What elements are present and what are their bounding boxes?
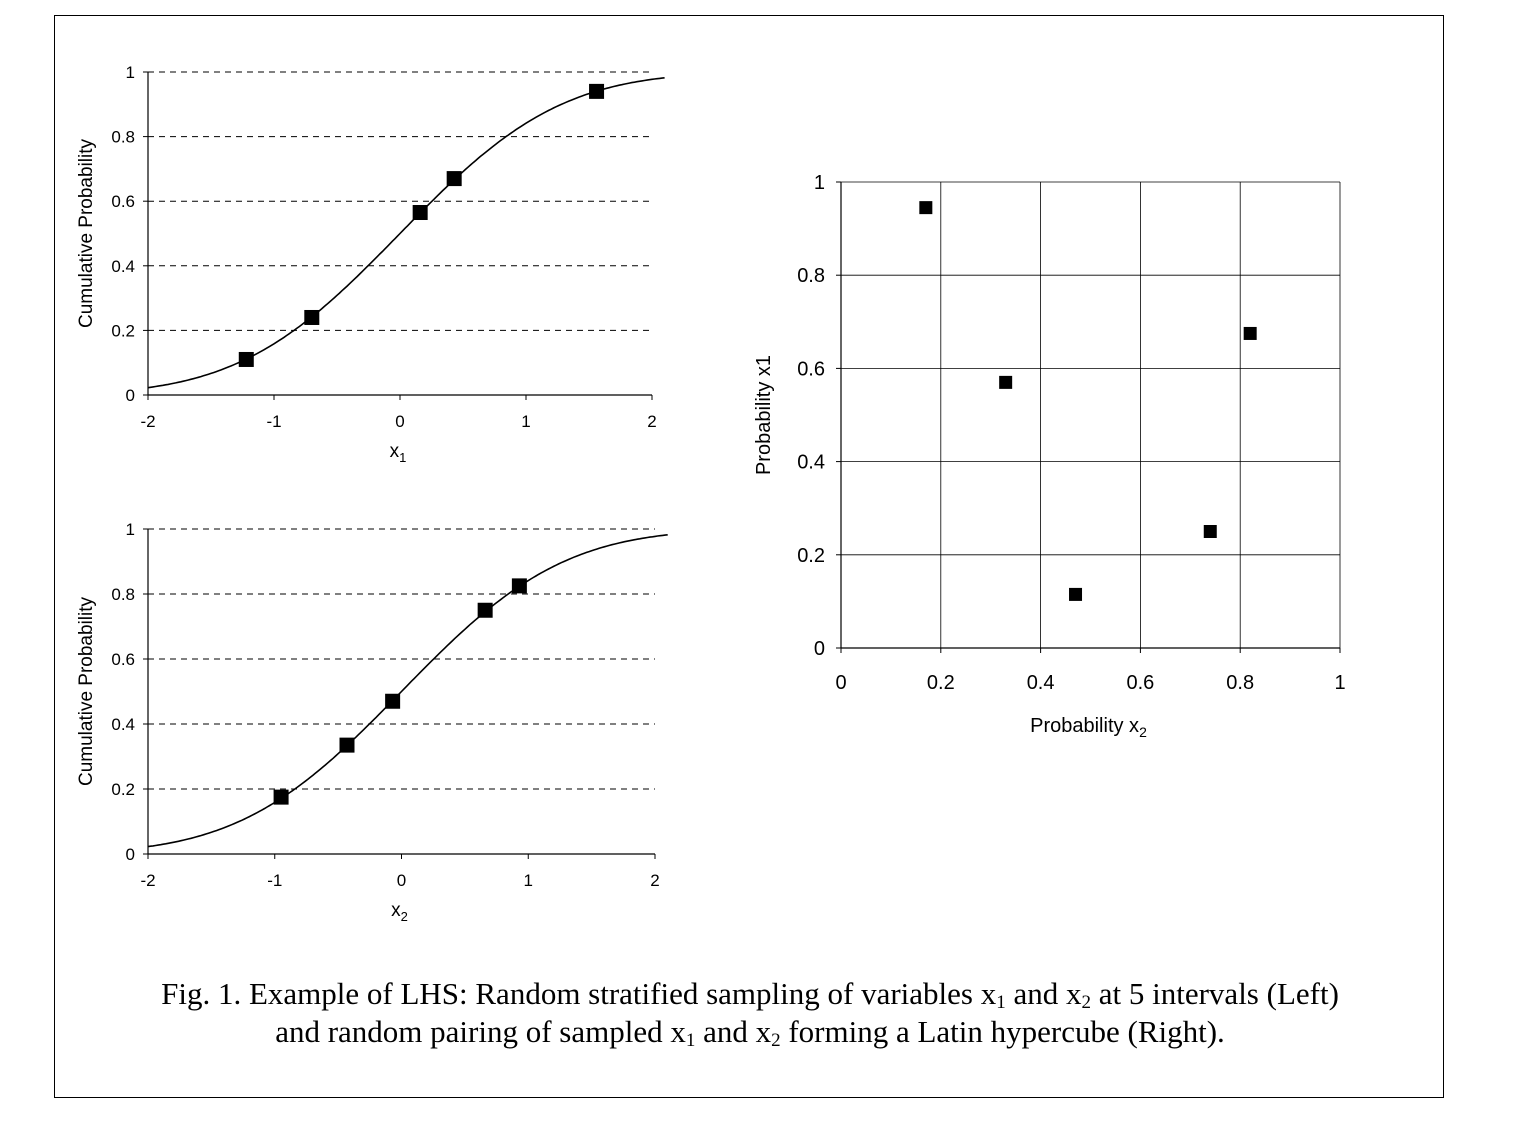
- sample-point: [1069, 587, 1083, 601]
- sample-marker: [412, 205, 428, 221]
- x-tick-label: 2: [650, 871, 659, 890]
- y-tick-label: 0.8: [111, 585, 135, 604]
- x-tick-label: -1: [266, 412, 281, 431]
- sample-marker: [304, 309, 320, 325]
- x-tick-label: 0.4: [1027, 672, 1055, 694]
- y-tick-label: 0.2: [111, 780, 135, 799]
- sample-marker: [511, 578, 527, 594]
- cdf-plot-x1: 0 0.2 0.4 0.6 0.8 1 -2 -1 0 1 2 Cumulative Probabil…: [76, 63, 665, 465]
- y-tick-label: 0.2: [111, 321, 135, 340]
- y-tick-label: 1: [126, 63, 135, 82]
- y-tick-label: 0.4: [111, 715, 135, 734]
- y-tick-label: 1: [814, 172, 825, 194]
- sample-marker: [446, 171, 462, 187]
- x-tick-label: 2: [647, 412, 656, 431]
- y-tick-label: 0: [126, 845, 135, 864]
- x-tick-label: 1: [521, 412, 530, 431]
- caption-text: and x: [695, 1014, 772, 1049]
- caption-subscript: 2: [1081, 992, 1092, 1013]
- y-tick-label: 0.6: [111, 192, 135, 211]
- sample-marker: [238, 351, 254, 367]
- caption-line-2: and random pairing of sampled x1 and x2 …: [60, 1013, 1440, 1051]
- x-tick-label: -1: [267, 871, 282, 890]
- x-tick-label: 0: [395, 412, 404, 431]
- caption-text: at 5 intervals (Left): [1091, 976, 1339, 1011]
- sample-point: [919, 201, 933, 215]
- y-axis-label: Cumulative Probability: [76, 596, 97, 786]
- figure-frame: [54, 15, 1444, 1098]
- sample-marker: [339, 737, 355, 753]
- y-axis-label: Probability x1: [753, 355, 775, 475]
- caption-text: forming a Latin hypercube (Right).: [780, 1014, 1225, 1049]
- x-tick-label: 0: [835, 672, 846, 694]
- x-tick-label: 1: [524, 871, 533, 890]
- figure-caption: Fig. 1. Example of LHS: Random stratifie…: [60, 975, 1440, 1051]
- x-tick-label: 0.2: [927, 672, 955, 694]
- x-tick-label: 0.6: [1126, 672, 1154, 694]
- sample-marker: [589, 83, 605, 99]
- y-tick-label: 0.4: [111, 257, 135, 276]
- sample-point: [999, 375, 1013, 389]
- caption-text: Fig. 1. Example of LHS: Random stratifie…: [161, 976, 997, 1011]
- y-tick-label: 1: [126, 520, 135, 539]
- x-tick-label: -2: [140, 871, 155, 890]
- y-tick-label: 0: [814, 638, 825, 660]
- y-tick-label: 0.2: [797, 545, 825, 567]
- cdf-curve: [147, 534, 668, 848]
- y-tick-label: 0.8: [111, 128, 135, 147]
- x-tick-label: 0.8: [1226, 672, 1254, 694]
- x-tick-label: 0: [397, 871, 406, 890]
- caption-text: and x: [1005, 976, 1082, 1011]
- sample-point: [1203, 525, 1217, 538]
- y-tick-label: 0: [126, 386, 135, 405]
- caption-line-1: Fig. 1. Example of LHS: Random stratifie…: [60, 975, 1440, 1013]
- x-axis-label: x2: [391, 900, 408, 924]
- sample-marker: [385, 693, 401, 709]
- y-tick-label: 0.8: [797, 265, 825, 287]
- caption-subscript: 1: [996, 992, 1006, 1013]
- sample-marker: [477, 602, 493, 618]
- sample-point: [1243, 326, 1257, 340]
- cdf-plot-x2: 0 0.2 0.4 0.6 0.8 1 -2 -1 0 1 2 Cumulative Probabil…: [76, 520, 668, 924]
- caption-text: and random pairing of sampled x: [275, 1014, 686, 1049]
- caption-subscript: 1: [685, 1030, 696, 1051]
- x-tick-label: -2: [140, 412, 155, 431]
- x-tick-label: 1: [1334, 672, 1345, 694]
- x-axis-label: x1: [390, 441, 407, 465]
- x-axis-label: Probability x2: [1030, 715, 1147, 740]
- cdf-curve: [147, 77, 665, 389]
- sample-marker: [273, 789, 289, 805]
- y-tick-label: 0.4: [797, 452, 825, 474]
- y-tick-label: 0.6: [111, 650, 135, 669]
- y-axis-label: Cumulative Probability: [76, 138, 97, 328]
- y-tick-label: 0.6: [797, 358, 825, 380]
- lhs-scatter-plot: 0 0.2 0.4 0.6 0.8 1 0 0.2 0.4 0.6 0.8 1 Probability …: [753, 172, 1346, 740]
- caption-subscript: 2: [771, 1030, 781, 1051]
